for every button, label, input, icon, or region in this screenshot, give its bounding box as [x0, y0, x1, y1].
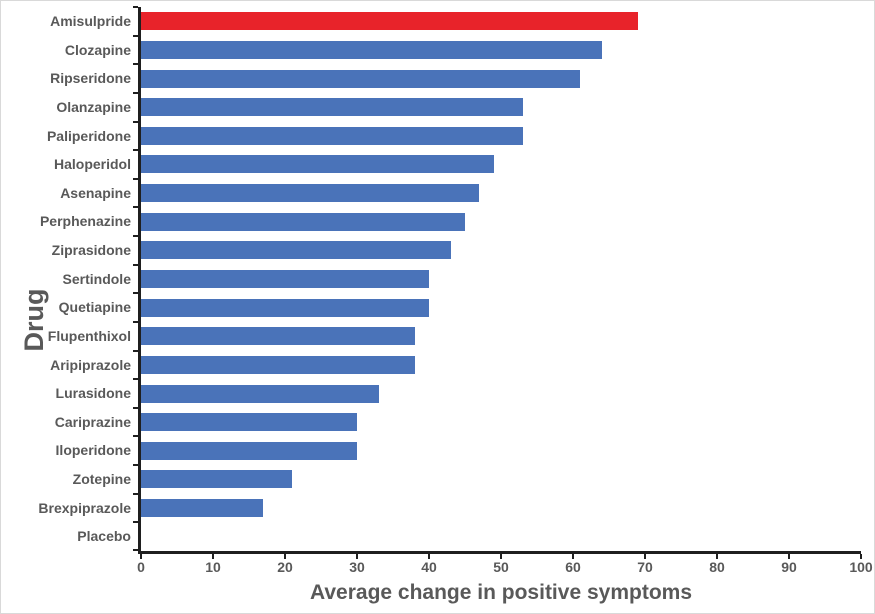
- bar-perphenazine: [141, 212, 465, 231]
- x-axis-tick-label: 90: [781, 559, 797, 575]
- bar-haloperidol: [141, 155, 494, 174]
- y-axis-tick: [133, 435, 138, 438]
- category-label: Aripiprazole: [50, 356, 131, 373]
- plot-area: [133, 6, 862, 559]
- category-label: Flupenthixol: [47, 327, 131, 344]
- bar-iloperidone: [141, 441, 357, 460]
- x-axis-tick-label: 40: [421, 559, 437, 575]
- category-label: Zotepine: [72, 471, 131, 488]
- y-axis-tick: [133, 378, 138, 381]
- category-label: Brexpiprazole: [38, 499, 131, 516]
- y-axis-tick: [133, 464, 138, 467]
- category-label: Quetiapine: [58, 299, 131, 316]
- bar-brexpiprazole: [141, 499, 264, 518]
- x-axis-tick: [860, 554, 862, 559]
- y-axis-tick: [133, 149, 138, 152]
- y-axis-tick: [133, 34, 138, 37]
- category-axis-labels: Amisulpride Clozapine Ripseridone Olanzapin…: [1, 7, 131, 551]
- category-label: Cariprazine: [54, 413, 131, 430]
- x-axis-tick: [428, 554, 430, 559]
- bar-zotepine: [141, 470, 293, 489]
- bar-lurasidone: [141, 384, 379, 403]
- y-axis-tick: [133, 63, 138, 66]
- x-axis-tick: [788, 554, 790, 559]
- x-axis-tick-label: 80: [709, 559, 725, 575]
- bar-flupenthixol: [141, 327, 415, 346]
- category-label: Perphenazine: [39, 213, 131, 230]
- x-axis-tick: [356, 554, 358, 559]
- category-label: Asenapine: [60, 184, 131, 201]
- category-label: Placebo: [77, 528, 131, 545]
- y-axis-tick: [133, 263, 138, 266]
- bar-ziprasidone: [141, 241, 451, 260]
- category-label: Clozapine: [64, 41, 131, 58]
- bar-asenapine: [141, 184, 480, 203]
- bar-olanzapine: [141, 98, 523, 117]
- bar-sertindole: [141, 270, 429, 288]
- y-axis-tick: [133, 91, 138, 94]
- bar-aripiprazole: [141, 355, 415, 374]
- category-label: Haloperidol: [53, 156, 131, 173]
- x-axis-tick: [284, 554, 286, 559]
- x-axis-tick-labels: 0 10 20 30 40 50 60 70 80 90 100: [137, 559, 873, 577]
- x-axis-tick-label: 60: [565, 559, 581, 575]
- bar-clozapine: [141, 40, 602, 59]
- category-label: Paliperidone: [46, 127, 131, 144]
- category-label: Amisulpride: [50, 13, 131, 29]
- x-axis-tick-label: 50: [493, 559, 509, 575]
- y-axis-tick: [133, 349, 138, 352]
- x-axis-tick: [572, 554, 574, 559]
- x-axis-tick: [644, 554, 646, 559]
- bar-quetiapine: [141, 298, 429, 317]
- category-label: Ripseridone: [50, 70, 131, 87]
- x-axis-tick: [212, 554, 214, 559]
- category-label: Iloperidone: [55, 442, 131, 459]
- y-axis-tick: [133, 120, 138, 123]
- x-axis-tick: [716, 554, 718, 559]
- x-axis-tick-label: 10: [205, 559, 221, 575]
- y-axis-tick: [133, 292, 138, 295]
- category-label: Olanzapine: [56, 98, 131, 115]
- x-axis-tick: [140, 554, 142, 559]
- y-axis-tick: [133, 549, 138, 551]
- y-axis-tick: [133, 406, 138, 409]
- x-axis-tick-label: 100: [849, 559, 873, 575]
- y-axis-tick: [133, 235, 138, 238]
- category-label: Lurasidone: [55, 385, 131, 402]
- category-label: Ziprasidone: [51, 242, 131, 259]
- x-axis-tick: [500, 554, 502, 559]
- y-axis-tick: [133, 521, 138, 524]
- y-axis-tick: [133, 6, 138, 8]
- bar-ripseridone: [141, 69, 581, 88]
- bar-cariprazine: [141, 413, 357, 432]
- category-label: Sertindole: [62, 270, 131, 287]
- x-axis-tick-label: 30: [349, 559, 365, 575]
- y-axis-tick: [133, 320, 138, 323]
- bar-paliperidone: [141, 126, 523, 145]
- y-axis-tick: [133, 492, 138, 495]
- y-axis-tick: [133, 177, 138, 180]
- bar-amisulpride: [141, 12, 638, 31]
- x-axis-tick-label: 0: [137, 559, 145, 575]
- x-axis-tick-label: 70: [637, 559, 653, 575]
- x-axis-title: Average change in positive symptoms: [309, 581, 692, 604]
- x-axis-tick-label: 20: [277, 559, 293, 575]
- y-axis-tick: [133, 206, 138, 209]
